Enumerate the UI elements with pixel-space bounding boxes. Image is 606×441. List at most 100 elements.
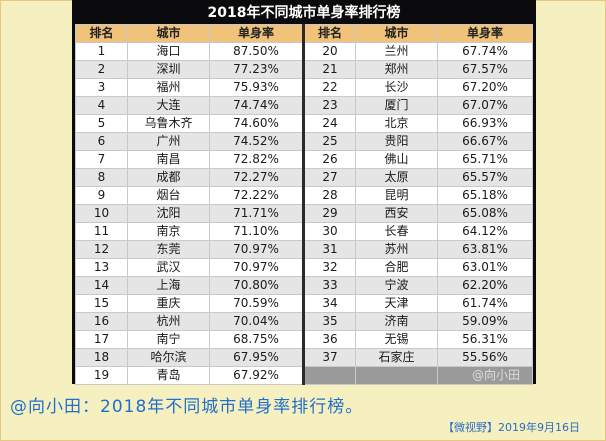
table-header-row: 排名 城市 单身率 排名 城市 单身率: [75, 24, 533, 43]
cell-rate: 70.04%: [209, 312, 304, 331]
cell-rank: 29: [302, 204, 356, 223]
cell-rank: 14: [75, 276, 128, 295]
cell-rank: 34: [302, 294, 356, 313]
cell-city: 乌鲁木齐: [127, 114, 210, 133]
table-row: 9 烟台 72.22% 28 昆明 65.18%: [75, 186, 533, 205]
cell-rank: 8: [75, 168, 128, 187]
cell-rate: 72.22%: [209, 186, 304, 205]
cell-rank: 1: [75, 42, 128, 61]
cell-rank: 7: [75, 150, 128, 169]
table-row: 18 哈尔滨 67.95% 37 石家庄 55.56%: [75, 348, 533, 367]
cell-rate: 71.10%: [209, 222, 304, 241]
cell-city: 北京: [355, 114, 438, 133]
cell-rank: 3: [75, 78, 128, 97]
cell-rate: 67.20%: [437, 78, 533, 97]
table-row: 11 南京 71.10% 30 长春 64.12%: [75, 222, 533, 241]
header-rate-2: 单身率: [437, 24, 533, 43]
cell-rank: 32: [302, 258, 356, 277]
cell-city: 贵阳: [355, 132, 438, 151]
cell-rank: 9: [75, 186, 128, 205]
cell-rate: 71.71%: [209, 204, 304, 223]
cell-rate: 61.74%: [437, 294, 533, 313]
cell-city: 厦门: [355, 96, 438, 115]
cell-rank: 18: [75, 348, 128, 367]
cell-rank: 21: [302, 60, 356, 79]
table-row: 14 上海 70.80% 33 宁波 62.20%: [75, 276, 533, 295]
cell-rank: 36: [302, 330, 356, 349]
cell-city: 武汉: [127, 258, 210, 277]
cell-city: 深圳: [127, 60, 210, 79]
cell-rate: 68.75%: [209, 330, 304, 349]
ranking-table: 排名 城市 单身率 排名 城市 单身率 1 海口 87.50% 20 兰州 67.74% 2…: [75, 24, 533, 385]
cell-rate: 59.09%: [437, 312, 533, 331]
table-title: 2018年不同城市单身率排行榜: [207, 5, 401, 21]
weibo-watermark: @向小田: [472, 368, 521, 382]
cell-rate: 56.31%: [437, 330, 533, 349]
table-row: 12 东莞 70.97% 31 苏州 63.81%: [75, 240, 533, 259]
cell-rate: 64.12%: [437, 222, 533, 241]
cell-rate: 67.07%: [437, 96, 533, 115]
table-row: 4 大连 74.74% 23 厦门 67.07%: [75, 96, 533, 115]
cell-city: 长春: [355, 222, 438, 241]
cell-city: 南昌: [127, 150, 210, 169]
cell-rate: 74.74%: [209, 96, 304, 115]
cell-rank: 4: [75, 96, 128, 115]
cell-rank: 31: [302, 240, 356, 259]
cell-rank: 15: [75, 294, 128, 313]
cell-city: 合肥: [355, 258, 438, 277]
cell-city: 佛山: [355, 150, 438, 169]
cell-rate: 66.67%: [437, 132, 533, 151]
cell-city: 青岛: [127, 366, 210, 385]
cell-city: 天津: [355, 294, 438, 313]
header-city: 城市: [127, 24, 210, 43]
cell-rate: 74.60%: [209, 114, 304, 133]
cell-rate: 74.52%: [209, 132, 304, 151]
cell-city: 太原: [355, 168, 438, 187]
cell-rate: 70.97%: [209, 258, 304, 277]
cell-city: 宁波: [355, 276, 438, 295]
table-row: 10 沈阳 71.71% 29 西安 65.08%: [75, 204, 533, 223]
cell-rank: 25: [302, 132, 356, 151]
cell-city: 昆明: [355, 186, 438, 205]
cell-rate: 66.93%: [437, 114, 533, 133]
cell-rank: 24: [302, 114, 356, 133]
cell-rank: 30: [302, 222, 356, 241]
cell-city: 成都: [127, 168, 210, 187]
header-rank: 排名: [75, 24, 128, 43]
cell-rank: 33: [302, 276, 356, 295]
cell-city: 烟台: [127, 186, 210, 205]
cell-city: 哈尔滨: [127, 348, 210, 367]
cell-rate: 70.80%: [209, 276, 304, 295]
cell-city: 海口: [127, 42, 210, 61]
table-row: 16 杭州 70.04% 35 济南 59.09%: [75, 312, 533, 331]
table-row: 3 福州 75.93% 22 长沙 67.20%: [75, 78, 533, 97]
post-caption: @向小田：2018年不同城市单身率排行榜。: [10, 397, 364, 417]
table-row: 2 深圳 77.23% 21 郑州 67.57%: [75, 60, 533, 79]
cell-rate: 67.92%: [209, 366, 304, 385]
cell-rate: 65.18%: [437, 186, 533, 205]
cell-city: [355, 366, 438, 385]
header-rate: 单身率: [209, 24, 304, 43]
cell-rank: 5: [75, 114, 128, 133]
table-row: 5 乌鲁木齐 74.60% 24 北京 66.93%: [75, 114, 533, 133]
cell-city: 重庆: [127, 294, 210, 313]
cell-rank: 22: [302, 78, 356, 97]
source-date: 【微视野】2019年9月16日: [443, 421, 580, 434]
table-row: 15 重庆 70.59% 34 天津 61.74%: [75, 294, 533, 313]
cell-city: 苏州: [355, 240, 438, 259]
header-city-2: 城市: [355, 24, 438, 43]
cell-rate: 67.95%: [209, 348, 304, 367]
cell-rate: 77.23%: [209, 60, 304, 79]
cell-rank: 11: [75, 222, 128, 241]
table-row: 8 成都 72.27% 27 太原 65.57%: [75, 168, 533, 187]
cell-city: 上海: [127, 276, 210, 295]
cell-rate: 65.57%: [437, 168, 533, 187]
cell-rate: 70.97%: [209, 240, 304, 259]
cell-rank: 27: [302, 168, 356, 187]
cell-rate: 65.71%: [437, 150, 533, 169]
cell-city: 兰州: [355, 42, 438, 61]
cell-rank: 13: [75, 258, 128, 277]
cell-city: 长沙: [355, 78, 438, 97]
cell-city: 西安: [355, 204, 438, 223]
cell-rate: 63.01%: [437, 258, 533, 277]
